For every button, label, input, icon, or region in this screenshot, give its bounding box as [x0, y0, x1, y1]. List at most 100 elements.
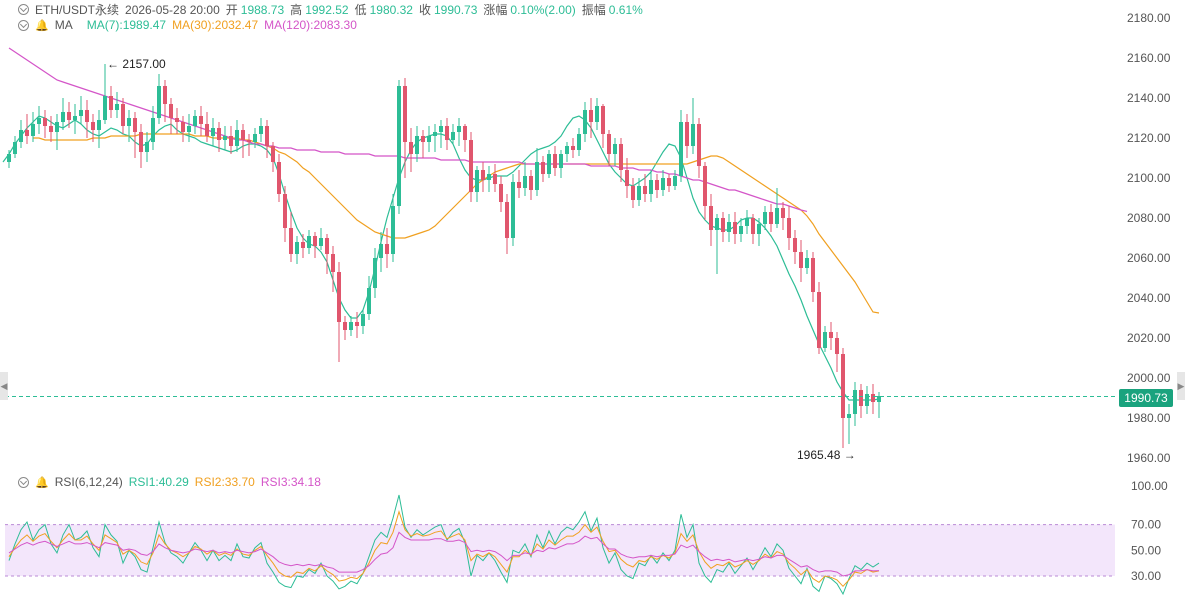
candle-body	[55, 122, 59, 132]
y-tick-label: 2160.00	[1127, 51, 1171, 65]
candle	[277, 154, 281, 202]
candle-body	[673, 176, 677, 186]
candle-body	[481, 170, 485, 180]
candle	[499, 176, 503, 212]
candle-body	[283, 194, 287, 228]
candle	[55, 114, 59, 150]
candle-body	[19, 130, 23, 142]
candle-body	[169, 104, 173, 118]
bell-icon[interactable]: 🔔	[35, 19, 49, 32]
candle-body	[259, 126, 263, 134]
candle-body	[391, 206, 395, 254]
collapse-icon[interactable]	[18, 476, 29, 488]
scroll-right-icon[interactable]: ▶	[1177, 372, 1185, 400]
candle	[355, 312, 359, 338]
candle	[439, 120, 443, 148]
candle	[847, 404, 851, 444]
candle	[625, 158, 629, 198]
candle-body	[853, 390, 857, 414]
ma7-value: MA(7):1989.47	[86, 18, 167, 32]
candle-body	[577, 134, 581, 150]
candle	[25, 114, 29, 144]
candle	[643, 174, 647, 202]
candle	[733, 212, 737, 244]
candle-body	[61, 112, 65, 122]
candle-body	[631, 186, 635, 200]
candle-body	[685, 122, 689, 146]
candle-body	[751, 218, 755, 234]
candle	[271, 142, 275, 172]
candle-body	[553, 154, 557, 168]
y-tick-label: 2040.00	[1127, 291, 1171, 305]
candle	[379, 232, 383, 272]
candle	[295, 236, 299, 264]
candle	[781, 202, 785, 230]
candle-body	[757, 224, 761, 234]
candle-body	[397, 86, 401, 206]
candle	[121, 98, 125, 134]
price-annotation: 1965.48 →	[797, 448, 856, 462]
ohlc-header: ETH/USDT永续 2026-05-28 20:00 开 1988.73 高 19…	[18, 1, 649, 18]
bell-icon[interactable]: 🔔	[35, 476, 49, 489]
candle	[97, 110, 101, 148]
candle-body	[241, 130, 245, 140]
candle	[37, 106, 41, 134]
candle-body	[535, 162, 539, 190]
y-tick-label: 2060.00	[1127, 251, 1171, 265]
candle-body	[181, 122, 185, 132]
candle	[685, 114, 689, 158]
candle	[613, 138, 617, 166]
candle	[547, 150, 551, 178]
candle	[337, 262, 341, 362]
candle	[751, 214, 755, 244]
candle-body	[163, 86, 167, 104]
candle-body	[193, 116, 197, 126]
candle	[217, 122, 221, 152]
candle-body	[619, 144, 623, 170]
high-label: 高	[290, 3, 303, 17]
candle-body	[559, 154, 563, 168]
candle-body	[589, 110, 593, 122]
ma30-line	[33, 133, 880, 314]
candle-body	[607, 134, 611, 154]
collapse-icon[interactable]	[18, 19, 29, 31]
candle-body	[379, 244, 383, 258]
candle-body	[859, 390, 863, 406]
collapse-icon[interactable]	[18, 4, 29, 15]
rsi1-line	[8, 494, 880, 596]
candle	[415, 126, 419, 162]
candle-body	[433, 132, 437, 136]
candle-body	[295, 242, 299, 254]
candle	[691, 98, 695, 154]
candle	[313, 232, 317, 258]
candle-body	[775, 208, 779, 224]
candle-body	[877, 396, 881, 402]
candle	[829, 322, 833, 350]
rsi-tick-label: 30.00	[1131, 569, 1161, 583]
y-tick-label: 1960.00	[1127, 451, 1171, 465]
candle	[31, 112, 35, 142]
candle	[127, 110, 131, 142]
candle	[289, 212, 293, 262]
candle-body	[205, 124, 209, 136]
candle-body	[223, 136, 227, 140]
candle	[349, 316, 353, 336]
candle	[109, 86, 113, 118]
candle	[103, 64, 107, 124]
candle-body	[325, 238, 329, 254]
scroll-left-icon[interactable]: ◀	[0, 372, 8, 400]
candle	[811, 252, 815, 302]
y-tick-label: 2120.00	[1127, 131, 1171, 145]
candle-body	[367, 288, 371, 314]
candle-body	[499, 184, 503, 202]
candle-body	[601, 106, 605, 134]
candle	[469, 132, 473, 202]
candle-body	[253, 134, 257, 142]
candle-body	[709, 206, 713, 230]
candle-body	[97, 120, 101, 130]
candle-body	[493, 174, 497, 184]
candle	[367, 276, 371, 320]
candle	[697, 118, 701, 178]
candle-body	[847, 414, 851, 418]
